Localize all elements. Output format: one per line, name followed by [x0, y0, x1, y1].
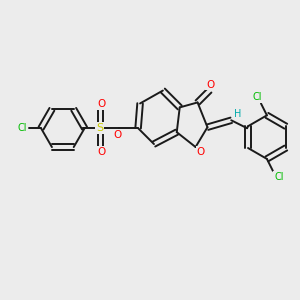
Text: H: H — [235, 109, 242, 119]
Text: O: O — [97, 99, 106, 110]
Text: S: S — [96, 123, 103, 133]
Text: Cl: Cl — [252, 92, 262, 103]
Text: O: O — [113, 130, 122, 140]
Text: O: O — [196, 147, 205, 157]
Text: Cl: Cl — [17, 123, 27, 133]
Text: O: O — [206, 80, 214, 90]
Text: Cl: Cl — [274, 172, 284, 182]
Text: O: O — [97, 147, 106, 157]
